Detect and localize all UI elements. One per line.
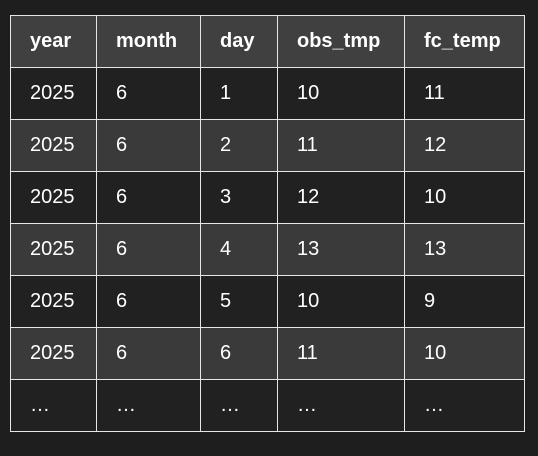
cell-year: 2025 (10, 119, 97, 172)
cell-fc-temp: 9 (404, 275, 525, 328)
cell-year: 2025 (10, 171, 97, 224)
cell-day: 3 (200, 171, 278, 224)
cell-day: 5 (200, 275, 278, 328)
cell-day: 2 (200, 119, 278, 172)
cell-month: 6 (96, 327, 201, 380)
column-header-obs-tmp: obs_tmp (277, 15, 405, 68)
cell-ellipsis: … (10, 379, 97, 432)
cell-year: 2025 (10, 327, 97, 380)
cell-ellipsis: … (96, 379, 201, 432)
cell-fc-temp: 11 (404, 67, 525, 120)
cell-month: 6 (96, 171, 201, 224)
table-row: 2025 6 4 13 13 (10, 223, 525, 276)
cell-obs-tmp: 11 (277, 119, 405, 172)
column-header-day: day (200, 15, 278, 68)
cell-fc-temp: 10 (404, 171, 525, 224)
table-row: 2025 6 2 11 12 (10, 119, 525, 172)
table-row: 2025 6 3 12 10 (10, 171, 525, 224)
cell-fc-temp: 10 (404, 327, 525, 380)
column-header-month: month (96, 15, 201, 68)
column-header-year: year (10, 15, 97, 68)
table-row: 2025 6 1 10 11 (10, 67, 525, 120)
cell-month: 6 (96, 67, 201, 120)
cell-obs-tmp: 11 (277, 327, 405, 380)
cell-day: 1 (200, 67, 278, 120)
data-table-container: year month day obs_tmp fc_temp 2025 6 1 … (10, 15, 525, 432)
table-row: 2025 6 6 11 10 (10, 327, 525, 380)
cell-year: 2025 (10, 223, 97, 276)
cell-obs-tmp: 10 (277, 67, 405, 120)
cell-year: 2025 (10, 275, 97, 328)
data-table: year month day obs_tmp fc_temp 2025 6 1 … (10, 15, 525, 432)
table-header-row: year month day obs_tmp fc_temp (10, 15, 525, 68)
cell-ellipsis: … (200, 379, 278, 432)
cell-obs-tmp: 12 (277, 171, 405, 224)
cell-month: 6 (96, 223, 201, 276)
cell-month: 6 (96, 119, 201, 172)
cell-day: 6 (200, 327, 278, 380)
cell-day: 4 (200, 223, 278, 276)
cell-ellipsis: … (404, 379, 525, 432)
cell-year: 2025 (10, 67, 97, 120)
cell-month: 6 (96, 275, 201, 328)
cell-fc-temp: 13 (404, 223, 525, 276)
column-header-fc-temp: fc_temp (404, 15, 525, 68)
cell-obs-tmp: 13 (277, 223, 405, 276)
table-row: 2025 6 5 10 9 (10, 275, 525, 328)
cell-fc-temp: 12 (404, 119, 525, 172)
cell-ellipsis: … (277, 379, 405, 432)
table-row-ellipsis: … … … … … (10, 379, 525, 432)
cell-obs-tmp: 10 (277, 275, 405, 328)
